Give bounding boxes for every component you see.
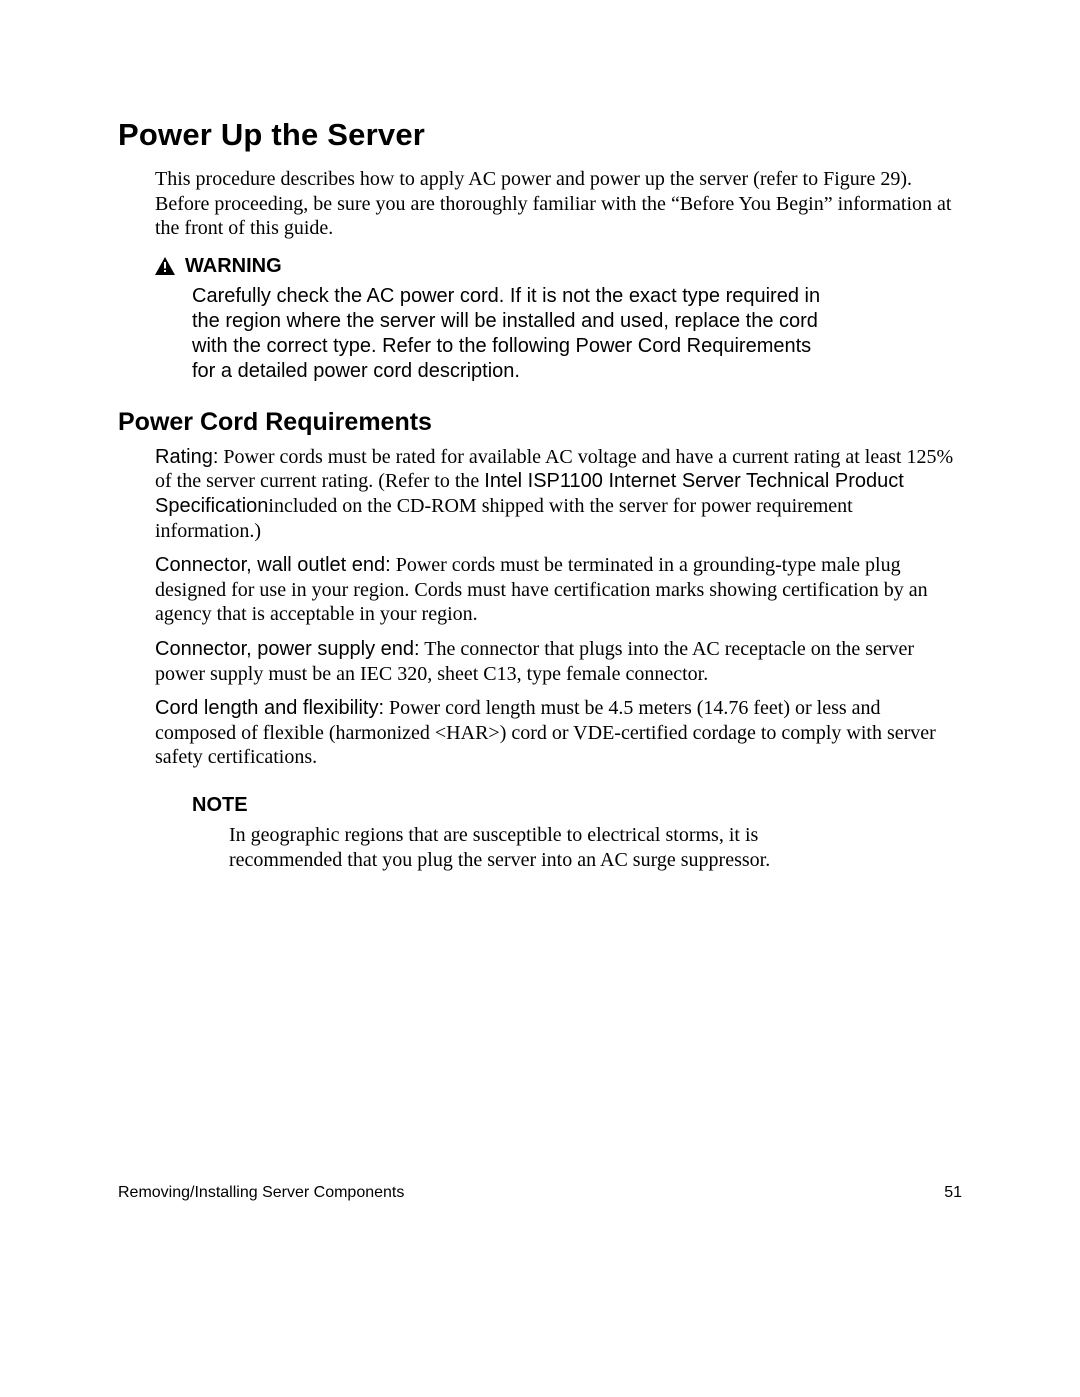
cord-lead: Cord length and flexibility:: [155, 697, 384, 719]
supply-lead: Connector, power supply end:: [155, 638, 420, 660]
rating-paragraph: Rating: Power cords must be rated for av…: [155, 445, 962, 543]
power-supply-paragraph: Connector, power supply end: The connect…: [155, 637, 962, 686]
document-page: Power Up the Server This procedure descr…: [0, 0, 1080, 1397]
wall-outlet-paragraph: Connector, wall outlet end: Power cords …: [155, 553, 962, 627]
note-text: In geographic regions that are susceptib…: [229, 823, 869, 872]
warning-header: WARNING: [155, 255, 962, 278]
footer-left: Removing/Installing Server Components: [118, 1184, 404, 1202]
wall-lead: Connector, wall outlet end:: [155, 554, 391, 576]
warning-block: WARNING Carefully check the AC power cor…: [155, 255, 962, 384]
rating-lead: Rating:: [155, 446, 218, 468]
page-title: Power Up the Server: [118, 117, 962, 153]
warning-label: WARNING: [185, 255, 282, 278]
warning-triangle-icon: [155, 257, 175, 275]
note-block: NOTE In geographic regions that are susc…: [192, 794, 962, 872]
intro-paragraph: This procedure describes how to apply AC…: [155, 167, 962, 241]
section-heading: Power Cord Requirements: [118, 408, 962, 437]
warning-text: Carefully check the AC power cord. If it…: [192, 284, 832, 384]
note-label: NOTE: [192, 794, 962, 817]
page-footer: Removing/Installing Server Components 51: [118, 1184, 962, 1202]
cord-length-paragraph: Cord length and flexibility: Power cord …: [155, 696, 962, 770]
footer-page-number: 51: [944, 1184, 962, 1202]
